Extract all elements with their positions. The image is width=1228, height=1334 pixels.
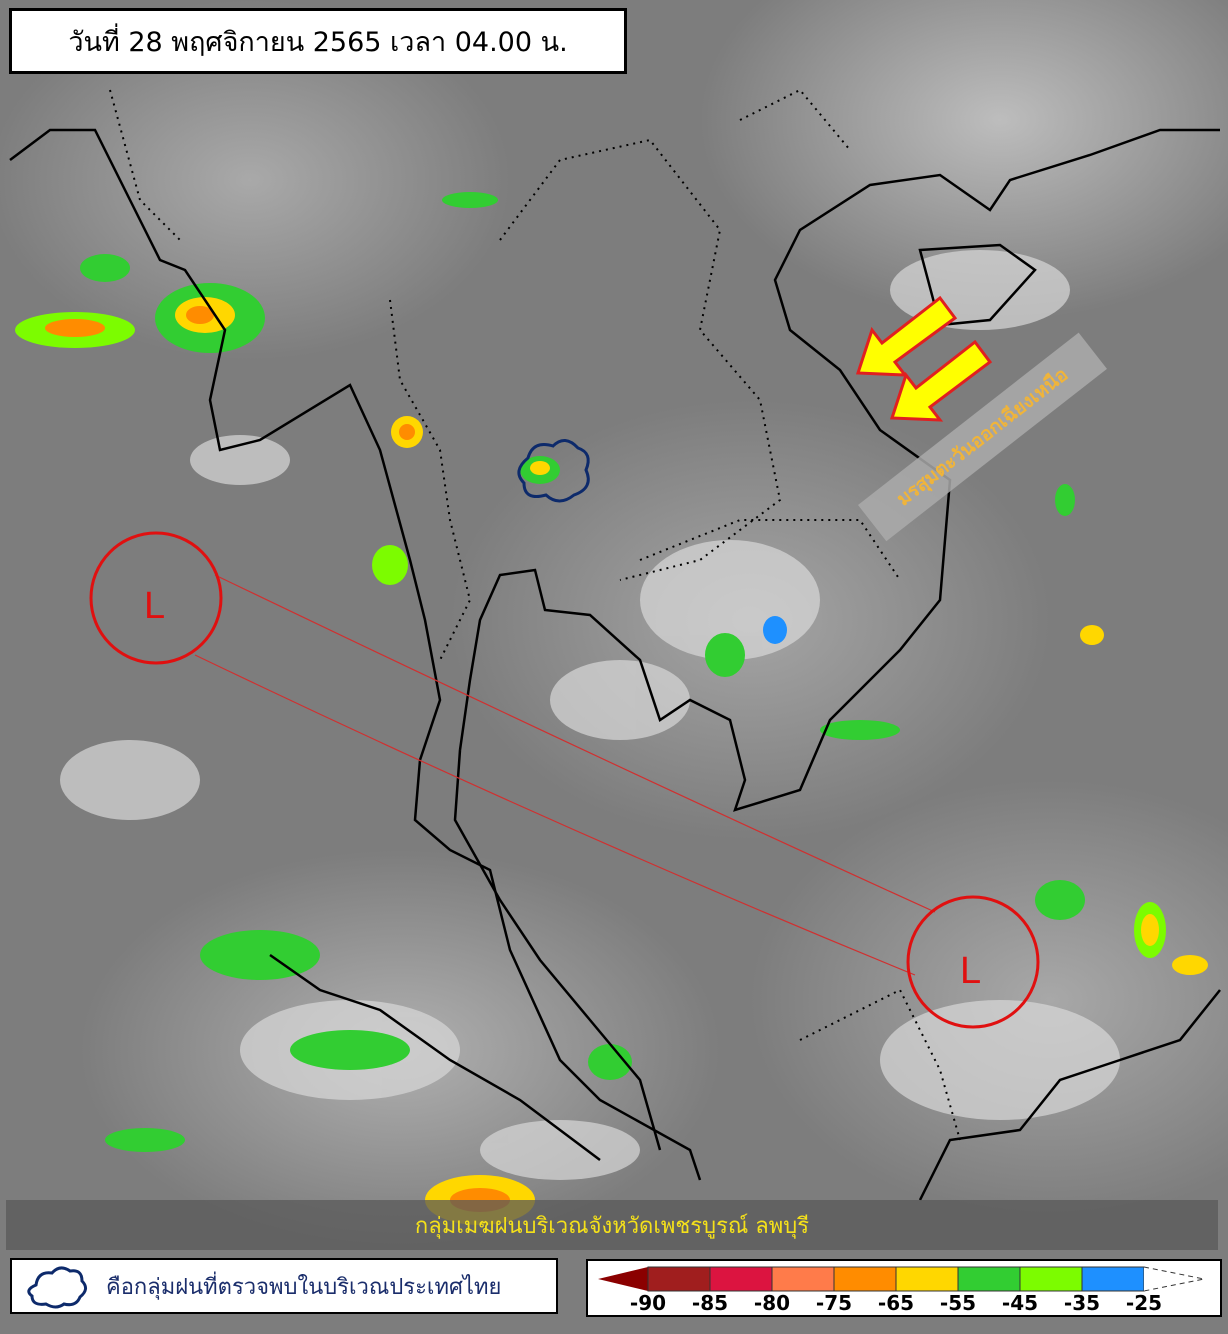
scale-label: -55	[939, 1291, 977, 1315]
borders	[109, 88, 961, 1141]
scale-low-end	[598, 1267, 648, 1291]
scale-swatch	[771, 1266, 835, 1292]
scale-label: -65	[877, 1291, 915, 1315]
scale-bar	[598, 1266, 1205, 1292]
scale-swatch	[647, 1266, 711, 1292]
scale-label: -45	[1001, 1291, 1039, 1315]
scale-label: -35	[1063, 1291, 1101, 1315]
low-label: L	[144, 585, 165, 627]
scale-label: -85	[691, 1291, 729, 1315]
low-pressure-east: L	[906, 895, 1040, 1029]
cloud-legend: คือกลุ่มฝนที่ตรวจพบในบริเวณประเทศไทย	[10, 1258, 558, 1314]
scale-swatch	[957, 1266, 1021, 1292]
highlighted-cloud-outline	[517, 439, 590, 503]
scale-swatch	[709, 1266, 773, 1292]
scale-high-end	[1143, 1266, 1205, 1292]
coastlines	[9, 128, 1221, 1201]
rain-cloud-caption: กลุ่มเมฆฝนบริเวณจังหวัดเพชรบูรณ์ ลพบุรี	[6, 1200, 1218, 1250]
cloud-outline-icon	[27, 1266, 87, 1309]
scale-swatch	[1081, 1266, 1145, 1292]
scale-swatch	[833, 1266, 897, 1292]
date-time-title: วันที่ 28 พฤศจิกายน 2565 เวลา 04.00 น.	[9, 8, 627, 74]
scale-label: -25	[1125, 1291, 1163, 1315]
scale-label: -80	[753, 1291, 791, 1315]
low-pressure-west: L	[89, 531, 223, 665]
low-label: L	[960, 950, 981, 992]
trough-lines	[194, 574, 936, 976]
scale-label: -75	[815, 1291, 853, 1315]
monsoon-arrows	[855, 295, 993, 422]
scale-swatch	[895, 1266, 959, 1292]
scale-swatch	[1019, 1266, 1083, 1292]
cloud-patches	[60, 250, 1120, 1180]
cloud-legend-text: คือกลุ่มฝนที่ตรวจพบในบริเวณประเทศไทย	[106, 1274, 502, 1300]
scale-label: -90	[629, 1291, 667, 1315]
temperature-scale: -90 -85 -80 -75 -65 -55 -45 -35 -25	[586, 1259, 1222, 1317]
